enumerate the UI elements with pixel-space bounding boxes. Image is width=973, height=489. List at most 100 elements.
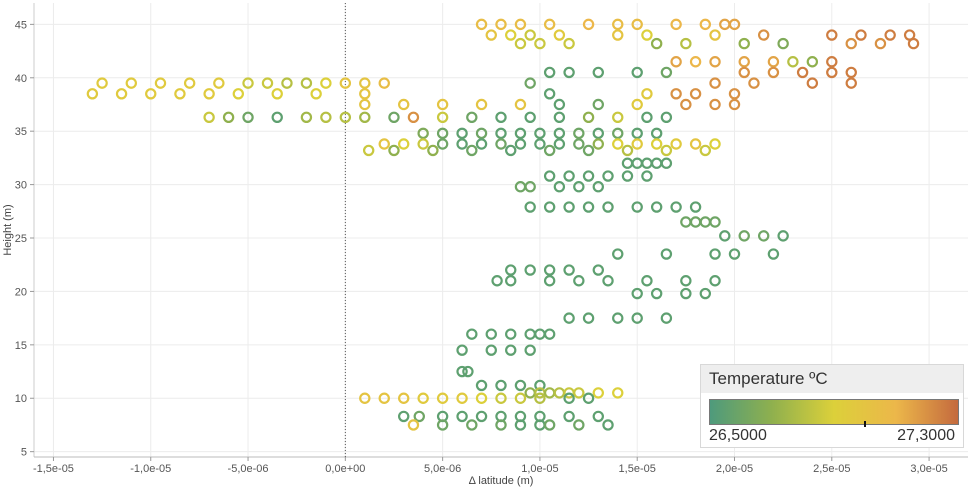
data-point [543, 170, 556, 182]
data-point [398, 138, 410, 150]
data-point [543, 66, 556, 79]
data-point [680, 98, 692, 111]
data-point [553, 138, 566, 150]
data-point [495, 379, 507, 392]
data-point [543, 88, 556, 100]
data-point [543, 264, 556, 276]
data-point [612, 312, 624, 324]
data-point [203, 88, 215, 100]
data-point [543, 275, 556, 287]
data-point [281, 77, 293, 89]
data-point [826, 29, 838, 41]
data-point [505, 328, 517, 340]
data-point [485, 328, 497, 340]
data-point [475, 98, 488, 111]
color-legend: Temperature ºC 26,5000 27,3000 [700, 364, 964, 448]
data-point [767, 248, 780, 260]
data-point [417, 127, 429, 140]
data-point [582, 111, 595, 124]
data-point [514, 392, 527, 404]
data-point [660, 248, 673, 260]
data-point [680, 275, 692, 287]
data-point [388, 111, 400, 124]
data-point [505, 29, 517, 41]
data-point [660, 66, 673, 79]
data-point [699, 216, 712, 228]
data-point [699, 18, 712, 31]
data-point [427, 144, 439, 157]
data-point [388, 144, 400, 157]
y-tick-label: 10 [15, 393, 27, 405]
data-point [631, 287, 643, 300]
x-tick-label: -1,0e-05 [130, 463, 171, 475]
data-point [524, 264, 536, 276]
data-point [582, 392, 595, 404]
data-point [359, 88, 371, 100]
data-point [475, 18, 488, 31]
data-point [631, 66, 643, 79]
data-point [524, 111, 536, 124]
data-point [728, 248, 741, 260]
x-tick-label: 5,0e-06 [424, 463, 461, 475]
data-point [475, 127, 488, 140]
data-point [524, 181, 536, 193]
data-point [592, 66, 604, 79]
data-point [612, 138, 624, 150]
data-point [183, 77, 196, 89]
data-point [650, 287, 663, 300]
data-point [845, 37, 857, 50]
data-point [641, 157, 653, 169]
data-point [495, 127, 507, 140]
data-point [456, 138, 468, 150]
data-point [154, 77, 167, 89]
data-point [563, 410, 575, 423]
data-point [553, 387, 566, 399]
data-point [641, 170, 653, 182]
data-point [621, 157, 634, 169]
data-point [86, 88, 99, 100]
data-point [612, 248, 624, 260]
data-point [339, 77, 352, 89]
data-point [553, 29, 566, 41]
x-tick-label: 2,5e-05 [813, 463, 850, 475]
data-point [660, 312, 673, 324]
x-tick-label: 1,5e-05 [619, 463, 656, 475]
data-point [670, 138, 682, 150]
data-point [728, 98, 741, 111]
data-point [543, 18, 556, 31]
x-tick-label: -1,5e-05 [33, 463, 74, 475]
data-point [709, 138, 721, 150]
data-point [641, 29, 653, 41]
data-point [300, 77, 313, 89]
data-point [543, 419, 556, 431]
data-point [563, 66, 575, 79]
data-point [767, 56, 780, 68]
data-point [524, 29, 536, 41]
data-point [563, 201, 575, 213]
data-point [462, 365, 474, 378]
data-point [475, 138, 488, 150]
data-point [514, 37, 527, 50]
data-point [271, 111, 283, 124]
data-point [407, 111, 420, 124]
data-point [631, 18, 643, 31]
data-point [670, 201, 682, 213]
data-point [475, 379, 488, 392]
data-point [485, 344, 497, 356]
data-point [884, 29, 896, 41]
data-point [203, 111, 215, 124]
data-point [466, 111, 478, 124]
grid-lines [34, 3, 968, 457]
data-point [174, 88, 186, 100]
data-point [582, 170, 595, 182]
data-point [359, 77, 371, 89]
data-point [680, 287, 692, 300]
data-point [631, 127, 643, 140]
data-point [719, 230, 731, 242]
data-point [563, 37, 575, 50]
data-point [709, 248, 721, 260]
data-point [534, 392, 546, 404]
data-point [485, 29, 497, 41]
data-point [456, 365, 468, 378]
data-point [359, 98, 371, 111]
